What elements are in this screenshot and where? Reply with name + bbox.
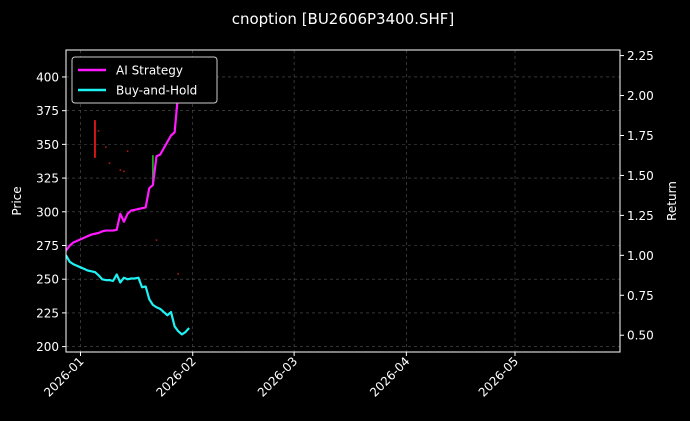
right-tick-label: 2.25 <box>627 49 654 63</box>
right-axis-label: Return <box>665 181 679 221</box>
chart-title: cnoption [BU2606P3400.SHF] <box>232 10 455 28</box>
left-tick-label: 275 <box>36 239 59 253</box>
right-tick-label: 1.75 <box>627 129 654 143</box>
price-point <box>123 170 125 173</box>
legend-box <box>71 56 218 104</box>
left-tick-label: 325 <box>36 172 59 186</box>
left-axis: 200 225 250 275 300 325 350 375 400 <box>36 70 66 354</box>
legend: AI Strategy Buy-and-Hold <box>71 56 218 104</box>
right-tick-label: 2.00 <box>627 89 654 103</box>
left-tick-label: 300 <box>36 205 59 219</box>
legend-label-buy-and-hold: Buy-and-Hold <box>116 84 197 98</box>
plot-frame <box>65 49 621 353</box>
price-point <box>97 130 100 132</box>
left-tick-label: 400 <box>36 70 59 84</box>
left-tick-label: 375 <box>36 104 59 118</box>
series-line-buy-and-hold <box>66 254 190 336</box>
left-axis-label: Price <box>10 186 24 215</box>
right-tick-label: 1.50 <box>627 169 654 183</box>
price-point <box>155 239 158 241</box>
legend-label-ai-strategy: AI Strategy <box>116 64 183 78</box>
left-tick-label: 200 <box>36 340 59 354</box>
right-tick-label: 1.00 <box>627 249 654 263</box>
right-tick-label: 1.25 <box>627 209 654 223</box>
price-point <box>105 146 107 148</box>
right-axis: 0.50 0.75 1.00 1.25 1.50 1.75 2.00 2.25 <box>620 49 654 343</box>
price-point <box>177 273 180 275</box>
series-line-ai-strategy <box>66 92 180 252</box>
price-point <box>126 150 129 152</box>
right-tick-label: 0.50 <box>627 329 654 343</box>
right-tick-label: 0.75 <box>627 289 654 303</box>
price-point <box>119 169 122 171</box>
left-tick-label: 250 <box>36 273 59 287</box>
series-lines <box>66 92 190 336</box>
left-tick-label: 350 <box>36 138 59 152</box>
left-tick-label: 225 <box>36 306 59 320</box>
price-point <box>108 162 111 165</box>
